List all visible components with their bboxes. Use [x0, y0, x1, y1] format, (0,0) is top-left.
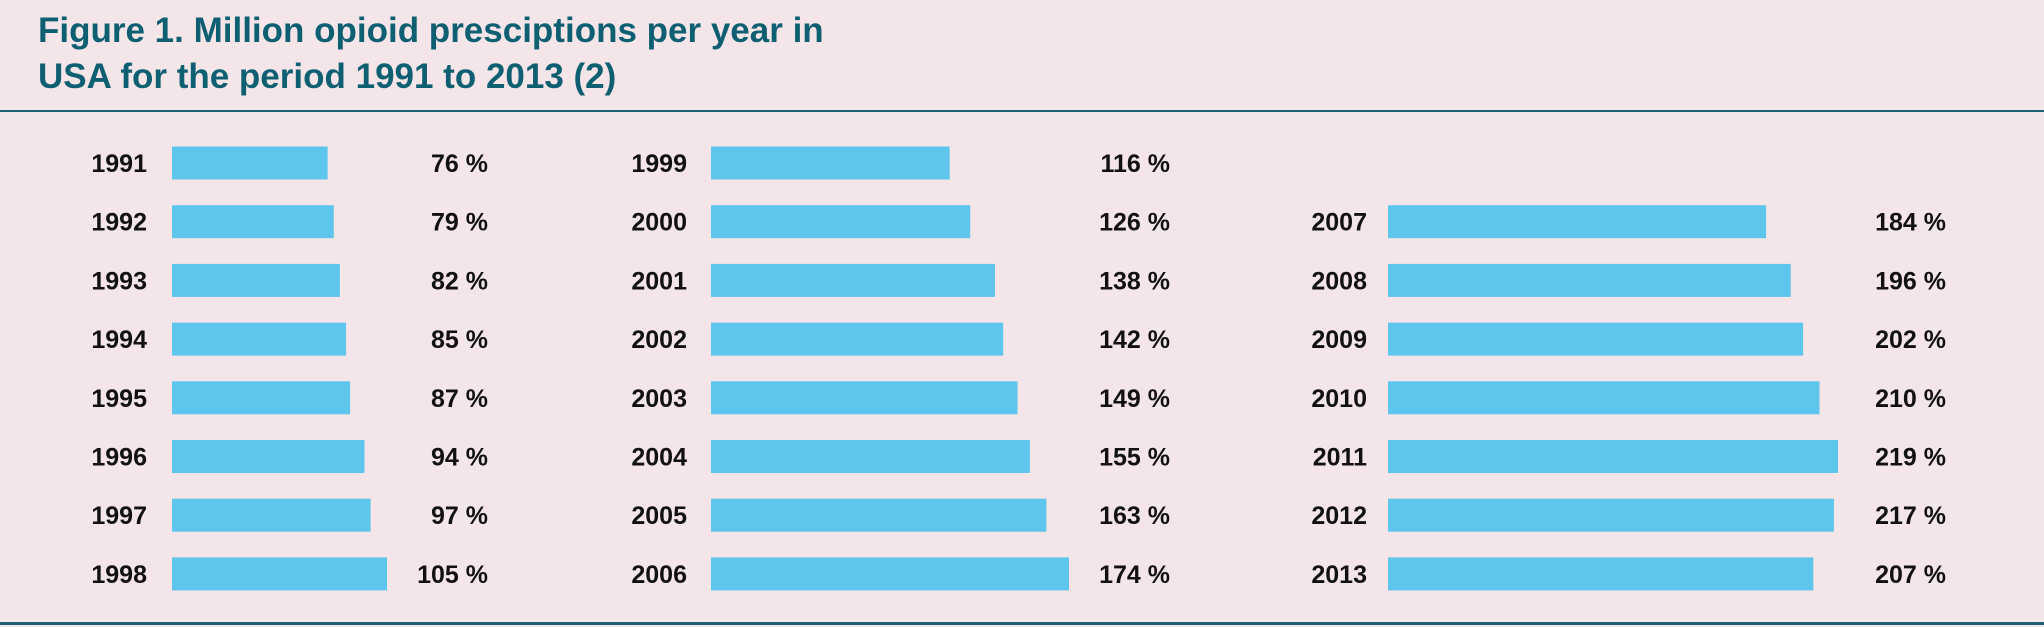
bar-1993	[172, 263, 340, 297]
bar-2004	[711, 440, 1030, 473]
year-label: 2002	[631, 326, 687, 354]
value-label: 97 %	[431, 502, 488, 530]
bar-1992	[172, 205, 334, 239]
bar-2009	[1388, 322, 1804, 356]
bar-1998	[172, 557, 387, 591]
year-label: 1998	[91, 561, 147, 589]
value-label: 207 %	[1875, 561, 1946, 589]
value-label: 94 %	[431, 444, 488, 472]
year-label: 2012	[1311, 502, 1367, 530]
value-label: 184 %	[1875, 209, 1946, 237]
chart-panel-3: 2007 184 % 2008 196 % 2009 202 % 2010 210 % 2011…	[1311, 205, 1946, 591]
bar-2008	[1388, 263, 1791, 297]
chart-title: Figure 1. Million opioid presciptions pe…	[38, 8, 938, 100]
year-label: 1999	[631, 150, 687, 178]
value-label: 87 %	[431, 385, 488, 413]
value-label: 116 %	[1100, 150, 1170, 178]
year-label: 1993	[91, 267, 147, 295]
bar-2007	[1388, 205, 1767, 239]
year-label: 2003	[631, 385, 687, 413]
bar-1991	[172, 146, 328, 180]
bar-2013	[1388, 557, 1814, 591]
top-divider	[0, 110, 2044, 112]
bottom-divider	[0, 622, 2044, 625]
chart-title-line-1: Figure 1. Million opioid presciptions pe…	[38, 11, 824, 50]
value-label: 149 %	[1099, 385, 1170, 413]
value-label: 79 %	[431, 209, 488, 237]
bar-1995	[172, 381, 351, 415]
year-label: 2013	[1311, 561, 1367, 589]
value-label: 196 %	[1875, 267, 1946, 295]
value-label: 105 %	[417, 561, 488, 589]
bar-2010	[1388, 381, 1820, 415]
year-label: 1991	[91, 150, 147, 178]
year-label: 2000	[631, 209, 687, 237]
value-label: 126 %	[1099, 209, 1170, 237]
bar-2011	[1388, 440, 1838, 473]
year-label: 1992	[91, 209, 147, 237]
bar-1997	[172, 498, 371, 532]
bar-2003	[711, 381, 1018, 415]
value-label: 76 %	[431, 150, 488, 178]
value-label: 210 %	[1875, 385, 1946, 413]
chart-title-line-2: USA for the period 1991 to 2013 (2)	[38, 57, 617, 96]
bar-2012	[1388, 498, 1834, 532]
bar-2001	[711, 263, 995, 297]
value-label: 82 %	[431, 267, 488, 295]
year-label: 2011	[1313, 444, 1367, 472]
chart-panel-1: 1991 76 % 1992 79 % 1993 82 % 1994 85 % 1995 87 %…	[91, 146, 488, 591]
bar-2006	[711, 557, 1069, 591]
year-label: 2004	[631, 444, 687, 472]
year-label: 2006	[631, 561, 687, 589]
value-label: 163 %	[1099, 502, 1170, 530]
bar-2002	[711, 322, 1004, 356]
year-label: 1994	[91, 326, 147, 354]
value-label: 138 %	[1099, 267, 1170, 295]
bar-1996	[172, 440, 365, 473]
year-label: 1997	[91, 502, 147, 530]
year-label: 2001	[631, 267, 687, 295]
year-label: 2010	[1311, 385, 1367, 413]
year-label: 1996	[91, 444, 147, 472]
value-label: 142 %	[1099, 326, 1170, 354]
year-label: 2007	[1311, 209, 1367, 237]
value-label: 85 %	[431, 326, 488, 354]
value-label: 155 %	[1099, 444, 1170, 472]
value-label: 219 %	[1875, 444, 1946, 472]
bar-2005	[711, 498, 1047, 532]
year-label: 2005	[631, 502, 687, 530]
value-label: 202 %	[1875, 326, 1946, 354]
value-label: 217 %	[1875, 502, 1946, 530]
bar-1994	[172, 322, 347, 356]
year-label: 1995	[91, 385, 147, 413]
chart-panel-2: 1999 116 % 2000 126 % 2001 138 % 2002 142 % 2003…	[631, 146, 1170, 591]
year-label: 2008	[1311, 267, 1367, 295]
bar-1999	[711, 146, 950, 180]
bar-2000	[711, 205, 971, 239]
value-label: 174 %	[1099, 561, 1170, 589]
year-label: 2009	[1311, 326, 1367, 354]
